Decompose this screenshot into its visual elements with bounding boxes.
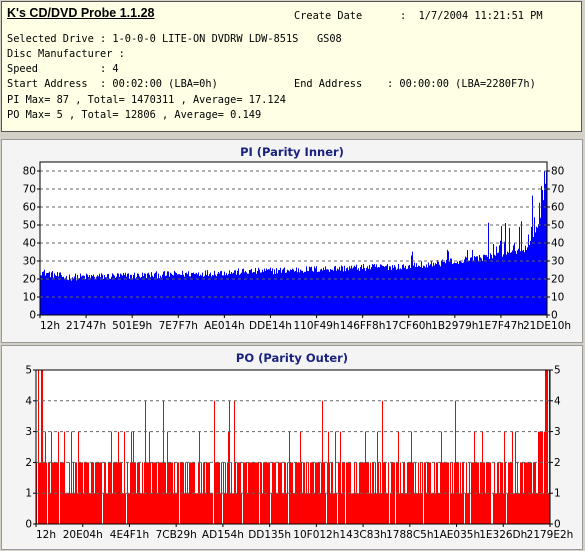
po-chart-title: PO (Parity Outer) (235, 351, 349, 365)
y-tick-label-right: 0 (554, 519, 561, 531)
pi-chart-title: PI (Parity Inner) (240, 145, 344, 159)
pi-chart-panel: PI (Parity Inner) 0 0 10 10 20 20 30 30 40 40 50 50… (1, 139, 583, 343)
y-tick-label-right: 20 (551, 274, 564, 286)
y-tick-label-left: 0 (29, 310, 36, 322)
start-address: Start Address : 00:02:00 (LBA=0h) (7, 78, 218, 90)
x-tick-label: 2179E2h (527, 529, 574, 541)
x-tick-label: DDE14h (249, 320, 292, 332)
x-tick-label: AE014h (204, 320, 245, 332)
plot-frame (39, 161, 548, 316)
x-tick-label: 7E7F7h (159, 320, 198, 332)
x-tick-label: 12h (40, 320, 60, 332)
y-tick-label-right: 4 (554, 395, 561, 407)
x-tick-label: 110F49h (293, 320, 339, 332)
x-tick-label: AD154h (202, 529, 244, 541)
po-chart: 0 0 1 1 2 2 3 3 4 4 5 5 12h 20E04h 4E4F1h 7CB29h AD154h D… (25, 365, 574, 542)
x-tick-label: 146FF8h (340, 320, 385, 332)
po-chart-panel: PO (Parity Outer) 0 0 1 1 2 2 3 3 4 4 5 5 12h 20E04h 4… (1, 345, 583, 550)
y-tick-label-left: 30 (23, 256, 36, 268)
y-tick-label-right: 0 (551, 310, 558, 322)
y-tick-label-right: 80 (551, 166, 564, 178)
pi-summary: PI Max= 87 , Total= 1470311 , Average= 1… (7, 94, 286, 106)
y-tick-label-left: 20 (23, 274, 36, 286)
x-tick-label: 143C83h (339, 529, 386, 541)
y-tick-label-right: 70 (551, 184, 564, 196)
app-title: K's CD/DVD Probe 1.1.28 (7, 6, 155, 20)
pi-chart: 0 0 10 10 20 20 30 30 40 40 50 50 60 60 70 70 80 80 12h 217… (23, 161, 571, 332)
x-tick-label: 7CB29h (156, 529, 197, 541)
y-tick-label-right: 50 (551, 220, 564, 232)
plot-frame (35, 369, 551, 525)
y-tick-label-right: 2 (554, 457, 561, 469)
x-tick-label: 20E04h (63, 529, 103, 541)
y-tick-label-left: 40 (23, 238, 36, 250)
create-date-value: : 1/7/2004 11:21:51 PM (400, 10, 543, 22)
x-tick-label: 1E7F47h (478, 320, 524, 332)
y-tick-label-right: 3 (554, 426, 561, 438)
y-tick-label-right: 60 (551, 202, 564, 214)
y-tick-label-left: 0 (25, 519, 32, 531)
x-tick-label: 17CF60h (385, 320, 432, 332)
y-tick-label-left: 50 (23, 220, 36, 232)
y-tick-label-left: 1 (25, 488, 32, 500)
y-tick-label-left: 3 (25, 426, 32, 438)
create-date-label: Create Date (294, 10, 363, 22)
y-tick-label-left: 2 (25, 457, 32, 469)
x-tick-label: 1B2979h (431, 320, 478, 332)
speed: Speed : 4 (7, 63, 119, 75)
x-tick-label: 10F012h (293, 529, 339, 541)
x-tick-label: 1AE035h (433, 529, 480, 541)
y-tick-label-left: 80 (23, 166, 36, 178)
x-tick-label: 4E4F1h (110, 529, 149, 541)
y-tick-label-right: 1 (554, 488, 561, 500)
x-tick-label: DD135h (248, 529, 291, 541)
x-tick-label: 501E9h (112, 320, 152, 332)
disc-manufacturer: Disc Manufacturer : (7, 48, 125, 60)
y-tick-label-left: 4 (25, 395, 32, 407)
selected-drive: Selected Drive : 1-0-0-0 LITE-ON DVDRW L… (7, 33, 342, 45)
x-tick-label: 1788C5h (386, 529, 433, 541)
y-tick-label-right: 40 (551, 238, 564, 250)
end-address: End Address : 00:00:00 (LBA=2280F7h) (294, 78, 536, 90)
y-tick-label-left: 5 (25, 365, 32, 377)
y-tick-label-left: 10 (23, 292, 36, 304)
x-tick-label: 21DE10h (523, 320, 571, 332)
y-tick-label-right: 30 (551, 256, 564, 268)
x-tick-label: 21747h (66, 320, 106, 332)
x-tick-label: 12h (36, 529, 56, 541)
y-tick-label-left: 60 (23, 202, 36, 214)
info-panel: K's CD/DVD Probe 1.1.28 Create Date : 1/… (1, 1, 582, 132)
po-summary: PO Max= 5 , Total= 12806 , Average= 0.14… (7, 109, 262, 121)
y-tick-label-right: 5 (554, 365, 561, 377)
y-tick-label-left: 70 (23, 184, 36, 196)
x-tick-label: 1E326Dh (479, 529, 527, 541)
y-tick-label-right: 10 (551, 292, 564, 304)
